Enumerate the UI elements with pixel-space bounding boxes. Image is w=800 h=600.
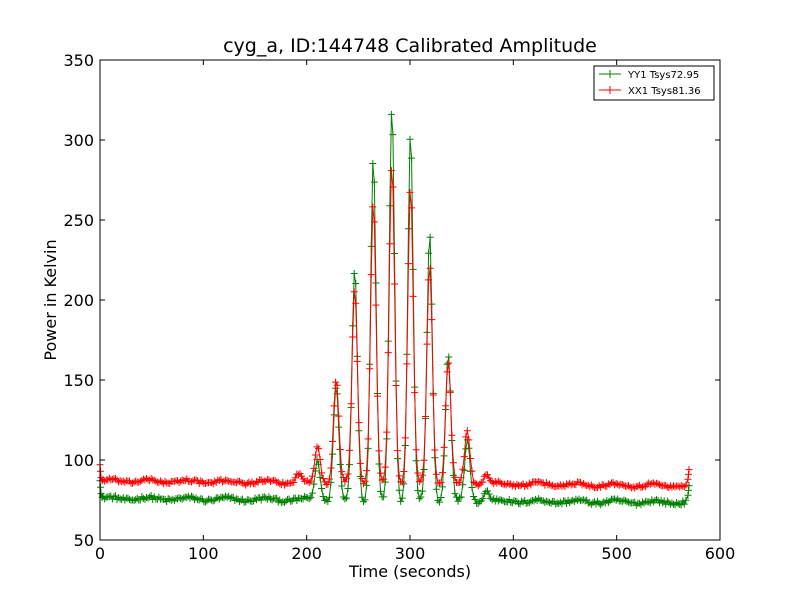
x-tick-label: 200 bbox=[291, 544, 322, 563]
x-tick-label: 500 bbox=[601, 544, 632, 563]
y-tick-label: 150 bbox=[63, 371, 94, 390]
y-tick-label: 250 bbox=[63, 211, 94, 230]
x-tick-label: 300 bbox=[395, 544, 426, 563]
legend-label-yy1: YY1 Tsys72.95 bbox=[627, 70, 699, 81]
x-tick-label: 100 bbox=[188, 544, 219, 563]
tick-layer: 0 100 200 300 400 500 600 50 100 150 200 250 300 350 bbox=[63, 51, 735, 563]
y-tick-label: 50 bbox=[74, 531, 94, 550]
x-tick-label: 400 bbox=[498, 544, 529, 563]
x-tick-label: 0 bbox=[95, 544, 105, 563]
plot-area bbox=[100, 60, 720, 540]
legend: YY1 Tsys72.95 XX1 Tsys81.36 bbox=[593, 65, 715, 101]
y-tick-label: 200 bbox=[63, 291, 94, 310]
x-axis-label: Time (seconds) bbox=[348, 562, 471, 581]
legend-box bbox=[593, 65, 715, 101]
chart-title: cyg_a, ID:144748 Calibrated Amplitude bbox=[223, 35, 597, 57]
y-tick-label: 300 bbox=[63, 131, 94, 150]
y-tick-label: 100 bbox=[63, 451, 94, 470]
legend-label-xx1: XX1 Tsys81.36 bbox=[628, 86, 701, 97]
y-tick-label: 350 bbox=[63, 51, 94, 70]
x-tick-label: 600 bbox=[705, 544, 736, 563]
legend-marker-xx1 bbox=[606, 86, 614, 94]
legend-marker-yy1 bbox=[606, 70, 614, 78]
y-axis-label: Power in Kelvin bbox=[41, 239, 60, 360]
